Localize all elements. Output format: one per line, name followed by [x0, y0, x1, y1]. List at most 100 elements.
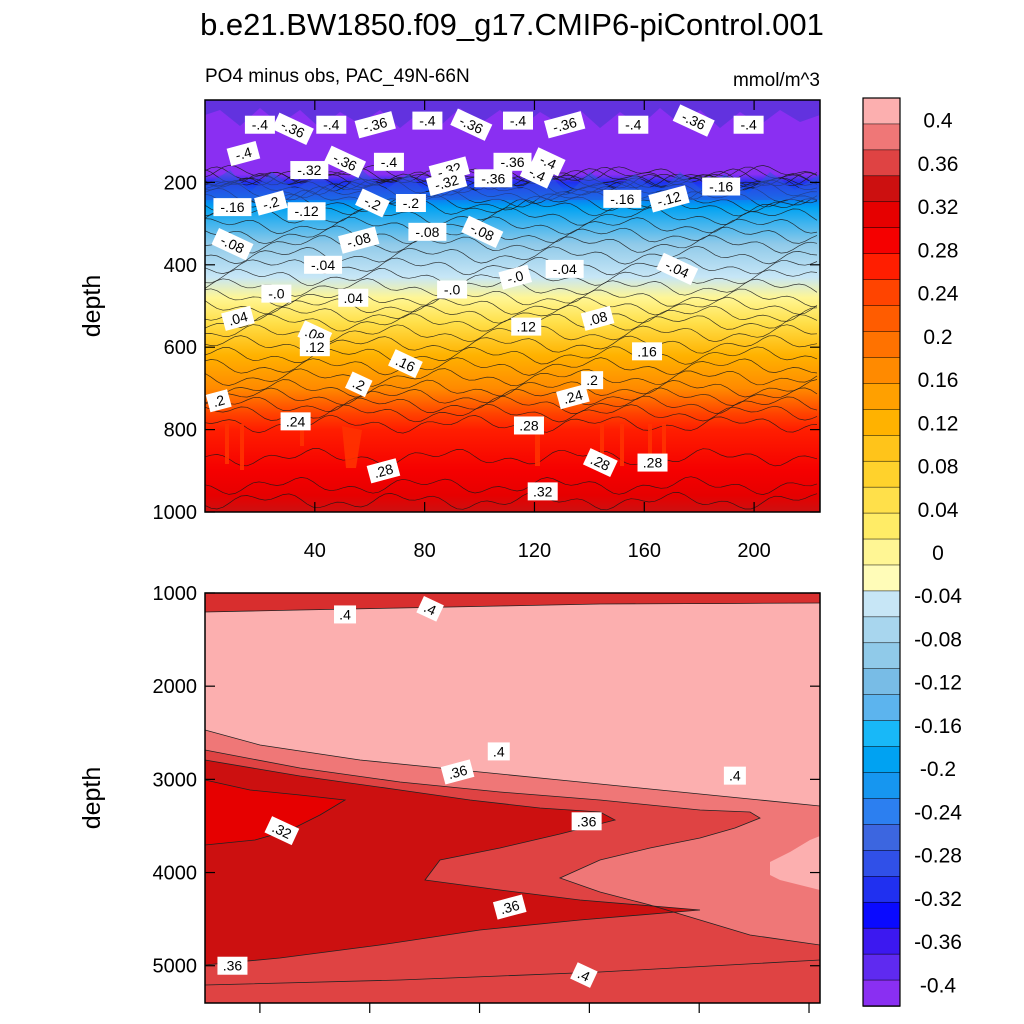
upper-contour-label: -.08 [338, 226, 380, 254]
upper-contour-label: .08 [580, 305, 615, 331]
colorbar-tick-label: 0.12 [918, 412, 959, 435]
colorbar-swatch [862, 512, 901, 540]
upper-contour-label: .04 [221, 305, 255, 331]
panel-subtitle-units: mmol/m^3 [733, 70, 820, 91]
colorbar-swatch [862, 590, 901, 618]
svg-text:.36: .36 [446, 762, 469, 783]
colorbar-tick-label: -0.2 [920, 758, 956, 781]
svg-text:.16: .16 [637, 343, 657, 359]
colorbar-tick-label: 0.16 [918, 369, 959, 392]
upper-x-tick-label: 160 [628, 540, 661, 562]
colorbar-tick-label: -0.04 [914, 585, 962, 608]
colorbar-tick-label: -0.32 [914, 888, 962, 911]
svg-text:.36: .36 [577, 813, 597, 829]
upper-x-tick-label: 120 [518, 540, 551, 562]
upper-contour-label: .24 [280, 412, 311, 431]
upper-contour-label: -.32 [290, 161, 329, 180]
colorbar-swatch [862, 409, 901, 437]
upper-contour-label: .28 [637, 453, 668, 472]
colorbar-swatch [862, 357, 901, 385]
svg-text:.12: .12 [305, 339, 325, 355]
upper-contour-label: -.16 [603, 189, 642, 208]
colorbar-swatch [862, 227, 901, 255]
colorbar-swatch [862, 642, 901, 670]
svg-text:.04: .04 [226, 308, 249, 329]
colorbar-tick-label: -0.12 [914, 672, 962, 695]
svg-text:-.2: -.2 [403, 195, 420, 211]
svg-text:.16: .16 [393, 352, 418, 375]
colorbar-swatch [862, 824, 901, 852]
upper-x-tick-label: 40 [304, 540, 326, 562]
colorbar-tick-label: 0 [932, 542, 944, 565]
colorbar-swatch [862, 149, 901, 177]
svg-text:-.36: -.36 [481, 170, 505, 186]
upper-contour-label: -.36 [493, 152, 532, 171]
colorbar-tick-label: 0.28 [918, 239, 959, 262]
svg-text:-.4: -.4 [381, 154, 398, 170]
svg-text:-.04: -.04 [311, 257, 335, 273]
upper-contour-label: .2 [344, 371, 373, 398]
upper-x-tick-label: 200 [737, 540, 770, 562]
upper-contour-label: -.16 [213, 198, 252, 217]
colorbar-swatch [862, 97, 901, 125]
colorbar-swatch [862, 668, 901, 696]
colorbar-swatch [862, 953, 901, 981]
colorbar-tick-label: 0.4 [923, 110, 953, 133]
svg-text:-.4: -.4 [323, 117, 340, 133]
svg-text:.32: .32 [533, 483, 553, 499]
svg-text:.12: .12 [516, 319, 536, 335]
lower-y-tick-label: 1000 [153, 583, 198, 605]
svg-text:.36: .36 [223, 958, 243, 974]
svg-text:-.12: -.12 [655, 188, 683, 210]
upper-contour-label: -.4 [316, 115, 347, 134]
svg-text:.4: .4 [493, 743, 505, 759]
colorbar-tick-label: -0.08 [914, 628, 962, 651]
svg-text:-.08: -.08 [415, 224, 439, 240]
svg-text:.2: .2 [586, 372, 598, 388]
svg-text:.4: .4 [729, 768, 741, 784]
upper-contour-label: .16 [388, 349, 423, 379]
upper-contour-label: -.0 [261, 284, 292, 303]
svg-text:-.2: -.2 [362, 192, 384, 213]
colorbar-tick-label: 0.08 [918, 456, 959, 479]
lower-contour-label: .32 [264, 816, 300, 846]
colorbar-tick-label: 0.2 [923, 326, 952, 349]
upper-contour-label: -.36 [354, 111, 396, 139]
upper-contour-label: -.4 [519, 159, 555, 189]
colorbar-swatch [862, 798, 901, 826]
lower-contour-label: .36 [492, 894, 527, 920]
svg-text:-.4: -.4 [233, 144, 253, 164]
colorbar-swatch [862, 383, 901, 411]
upper-contour-label: .2 [581, 371, 604, 390]
colorbar-swatch [862, 538, 901, 566]
lower-contour-label: .4 [723, 766, 746, 785]
svg-text:.24: .24 [286, 413, 306, 429]
upper-contour-label: -.12 [287, 202, 326, 221]
upper-contour-label: .32 [527, 482, 558, 501]
figure-title: b.e21.BW1850.f09_g17.CMIP6-piControl.001 [200, 7, 824, 42]
svg-text:-.32: -.32 [297, 162, 321, 178]
lower-panel: 1000 2000 3000 4000 5000 .4 .4 .4 .36 .4 .32 .36 .3… [78, 583, 821, 1013]
colorbar-swatch [862, 694, 901, 722]
colorbar-swatch [862, 979, 901, 1007]
svg-text:.28: .28 [372, 460, 395, 481]
upper-contour-label: -.4 [733, 115, 764, 134]
upper-contour-label: -.2 [254, 190, 288, 216]
svg-text:-.4: -.4 [510, 113, 527, 129]
svg-text:.04: .04 [344, 290, 364, 306]
upper-contour-label: -.36 [474, 169, 513, 188]
colorbar-swatch [862, 460, 901, 488]
upper-contour-label: -.36 [543, 111, 586, 139]
colorbar-frame [862, 97, 901, 1007]
lower-contour-label: .4 [570, 962, 598, 988]
svg-text:-.4: -.4 [625, 117, 642, 133]
upper-x-tick-label: 80 [414, 540, 436, 562]
svg-text:-.4: -.4 [740, 117, 757, 133]
upper-y-tick-label: 800 [164, 420, 197, 442]
colorbar-swatch [862, 746, 901, 774]
lower-contour-label: .36 [571, 812, 602, 831]
colorbar-tick-label: 0.24 [918, 283, 959, 306]
svg-text:-.4: -.4 [252, 117, 269, 133]
upper-contour-label: .2 [205, 389, 232, 413]
